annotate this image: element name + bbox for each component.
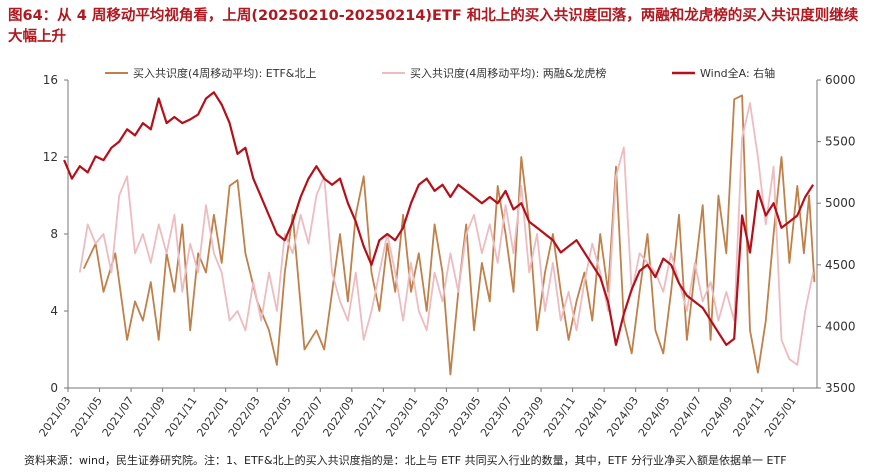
legend-label-etf: 买入共识度(4周移动平均): ETF&北上 <box>133 66 316 80</box>
series-margin-toplist <box>78 102 814 366</box>
legend-label-wind: Wind全A: 右轴 <box>700 66 775 80</box>
left-tick-label: 4 <box>50 304 58 318</box>
left-tick-label: 8 <box>50 227 58 241</box>
right-tick-label: 5500 <box>825 135 856 149</box>
x-tick-label: 2025/01 <box>762 394 799 439</box>
left-tick-label: 12 <box>43 150 58 164</box>
line-chart: 买入共识度(4周移动平均): ETF&北上 买入共识度(4周移动平均): 两融&… <box>37 66 856 439</box>
legend-label-margin: 买入共识度(4周移动平均): 两融&龙虎榜 <box>410 66 606 80</box>
legend: 买入共识度(4周移动平均): ETF&北上 买入共识度(4周移动平均): 两融&… <box>105 66 775 80</box>
right-tick-label: 5000 <box>825 196 856 210</box>
series-wind-all-a <box>63 91 815 346</box>
left-tick-label: 16 <box>43 73 58 87</box>
series-layer <box>63 91 816 376</box>
right-tick-label: 3500 <box>825 381 856 395</box>
right-tick-label: 4500 <box>825 258 856 272</box>
right-tick-label: 6000 <box>825 73 856 87</box>
source-note: 资料来源：wind，民生证券研究院。注：1、ETF&北上的买入共识度指的是：北上… <box>24 454 787 467</box>
page-title: 图64：从 4 周移动平均视角看，上周(20250210-20250214)ET… <box>8 8 859 45</box>
right-tick-label: 4000 <box>825 319 856 333</box>
left-tick-label: 0 <box>50 381 58 395</box>
series-etf-northbound <box>82 94 816 376</box>
